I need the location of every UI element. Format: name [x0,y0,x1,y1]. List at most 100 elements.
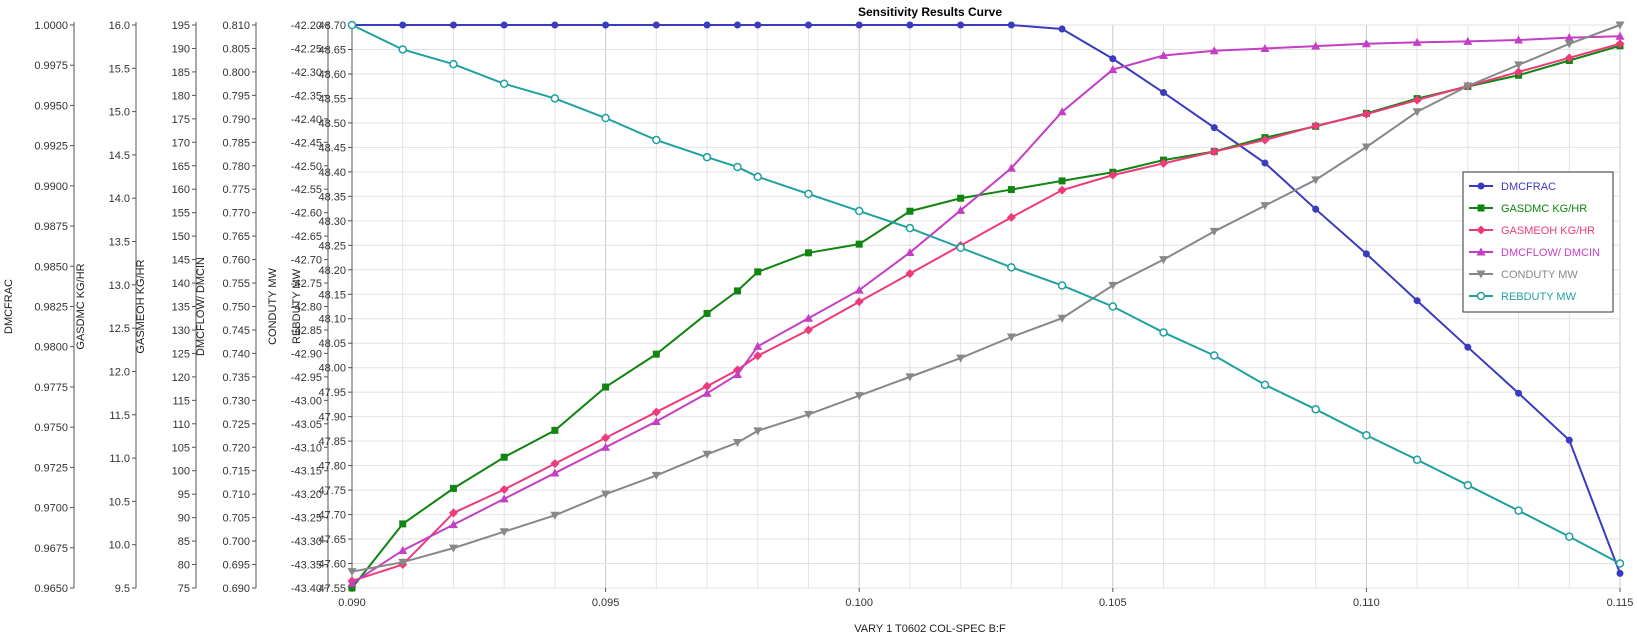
data-point [804,189,813,199]
axes: 0.090 0.095 0.100 0.105 0.110 0.115 0.9650 0.96… [3,20,1633,609]
y-tick-label: 48.20 [318,265,346,277]
y-tick-label: 165 [172,161,190,173]
legend-box [1462,171,1614,313]
y-tick-label: -43.30 [291,536,322,548]
y-tick-label: 185 [172,67,190,79]
data-point [1210,124,1218,132]
data-point [1413,297,1421,305]
series-conduty [347,21,1625,577]
chart-title: Sensitivity Results Curve [858,5,1002,19]
y-tick-label: 0.785 [222,137,250,149]
data-point [905,269,915,279]
data-point [754,268,762,276]
y-tick-label: 145 [172,255,190,267]
data-point [957,194,965,202]
y-tick-label: -43.10 [291,442,322,454]
legend-item[interactable]: DMCFRAC [1469,181,1556,193]
data-point [1464,343,1472,351]
y-tick-label: 0.770 [222,208,250,220]
y-tick-label: 48.15 [318,289,346,301]
legend-label: REBDUTY MW [1501,291,1577,303]
legend-item[interactable]: CONDUTY MW [1469,269,1578,281]
y-tick-label: 135 [172,302,190,314]
data-point [956,243,965,253]
y-tick-label: 75 [178,583,190,595]
data-point [601,442,611,451]
y-tick-label: 48.00 [318,363,346,375]
data-point [449,484,457,492]
legend-marker [1476,247,1486,256]
y-tick-label: 48.50 [318,118,346,130]
legend-item[interactable]: DMCFLOW/ DMCIN [1469,247,1600,259]
y-tick-label: 0.740 [222,348,250,360]
y-tick-label: 48.05 [318,338,346,350]
data-point [348,584,356,592]
data-point [1007,21,1015,29]
y-tick-label: 12.5 [109,323,130,335]
legend-label: DMCFRAC [1501,181,1556,193]
y-tick-label: -42.20 [291,20,322,32]
y-tick-label: -42.30 [291,67,322,79]
data-point [398,45,407,54]
x-tick-label: 0.115 [1607,597,1634,609]
data-point [652,135,661,145]
y-axis-title: GASDMC KG/HR [75,263,87,349]
data-point [1108,302,1118,311]
y-tick-label: 12.0 [109,366,130,378]
y-tick-label: 0.805 [222,43,250,55]
data-point [1261,159,1269,167]
legend-marker [1476,225,1486,235]
data-point [448,520,458,529]
y-tick-label: 13.5 [109,237,130,249]
data-point [854,297,864,307]
data-point [753,427,763,436]
y-tick-label: 0.9725 [34,462,68,474]
data-point [1311,41,1321,50]
data-point [1311,405,1320,414]
y-tick-label: 110 [172,419,190,431]
y-tick-label: 0.9650 [34,583,68,595]
data-point [1058,177,1066,185]
data-point [550,511,560,520]
y-tick-label: 15.0 [109,107,130,119]
data-point [1412,455,1422,464]
series-dmcfrac [348,21,1624,577]
data-point [652,21,660,29]
legend-label: DMCFLOW/ DMCIN [1501,247,1600,259]
data-point [1615,31,1625,40]
data-point [1565,532,1574,541]
y-tick-label: 11.0 [109,453,130,465]
x-tick-label: 0.100 [845,597,873,609]
data-point [448,508,458,518]
y-tick-label: 47.95 [318,387,346,399]
data-point [1057,185,1067,195]
data-point [702,152,712,162]
data-point [1006,212,1016,222]
data-point [550,94,560,103]
y-tick-label: 14.0 [109,193,130,205]
y-tick-label: 10.0 [109,540,130,552]
data-point [1514,67,1524,77]
legend-label: GASMEOH KG/HR [1501,225,1595,237]
y-tick-label: 0.9975 [34,60,68,72]
y-tick-label: -43.35 [291,560,322,572]
y-tick-label: -42.60 [291,208,322,220]
legend-item[interactable]: GASDMC KG/HR [1469,203,1587,215]
y-tick-label: 13.0 [109,280,130,292]
data-point [602,383,610,391]
legend-item[interactable]: GASMEOH KG/HR [1469,225,1595,237]
y-tick-label: 175 [172,114,190,126]
legend-item[interactable]: REBDUTY MW [1469,291,1577,303]
x-tick-label: 0.095 [592,597,620,609]
y-tick-label: -43.05 [291,419,322,431]
data-point [1615,559,1625,568]
y-tick-label: 48.65 [318,44,346,56]
y-tick-label: -43.20 [291,489,322,501]
legend[interactable]: DMCFRAC GASDMC KG/HR GASMEOH KG/HR DMCFLOW/… [1462,171,1614,313]
data-point [854,392,864,401]
data-point [1412,95,1422,105]
legend-marker [1476,270,1486,279]
data-point [732,439,742,448]
data-point [1564,33,1574,42]
data-point [1007,263,1016,272]
